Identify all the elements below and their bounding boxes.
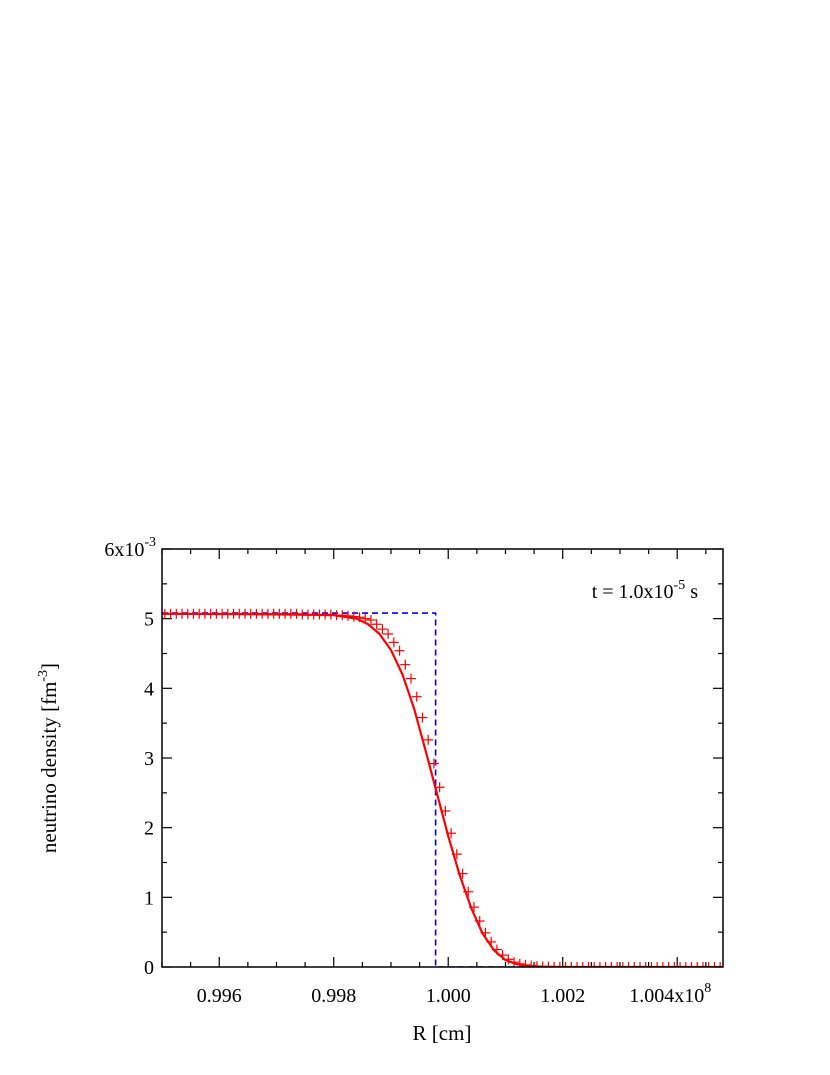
x-tick-labels: 0.996 0.998 1.000 1.002 1.004x108 <box>197 981 711 1007</box>
data-point-marker <box>497 950 508 961</box>
data-point-marker <box>566 962 577 967</box>
data-point-marker <box>365 615 376 626</box>
marker-series <box>162 608 723 967</box>
data-point-marker <box>634 962 645 967</box>
data-point-marker <box>371 619 382 630</box>
data-point-marker <box>406 673 417 684</box>
data-point-marker <box>434 782 445 793</box>
data-point-marker <box>600 962 611 967</box>
x-tick-label: 1.004x108 <box>629 981 711 1007</box>
data-point-marker <box>646 962 657 967</box>
data-point-marker <box>709 962 720 967</box>
data-point-marker <box>629 962 640 967</box>
data-point-marker <box>457 868 468 879</box>
y-tick-label: 5 <box>144 609 154 631</box>
data-point-marker <box>577 962 588 967</box>
data-series <box>162 608 723 967</box>
time-annotation-suffix: s <box>685 581 698 603</box>
tick-marks <box>161 548 723 968</box>
data-point-marker <box>463 886 474 897</box>
data-point-marker <box>503 954 514 965</box>
data-point-marker <box>572 962 583 967</box>
data-point-marker <box>612 962 623 967</box>
time-annotation-prefix: t = 1.0x10 <box>592 581 674 603</box>
y-tick-label: 4 <box>144 678 154 700</box>
data-point-marker <box>428 758 439 769</box>
initial-step-line <box>162 612 723 967</box>
x-tick-label: 0.998 <box>311 985 356 1007</box>
x-tick-label: 1.000 <box>426 985 471 1007</box>
data-point-marker <box>377 624 388 635</box>
data-point-marker <box>520 959 531 967</box>
data-point-marker <box>474 916 485 927</box>
data-point-marker <box>446 828 457 839</box>
evolved-density-line <box>162 612 723 967</box>
data-point-marker <box>440 805 451 816</box>
data-point-marker <box>411 691 422 702</box>
data-point-marker <box>606 962 617 967</box>
data-point-marker <box>703 962 714 967</box>
data-point-marker <box>589 962 600 967</box>
data-point-marker <box>514 958 525 967</box>
y-tick-label: 1 <box>144 887 154 909</box>
data-point-marker <box>675 962 686 967</box>
data-point-marker <box>400 659 411 670</box>
y-tick-label: 2 <box>144 818 154 840</box>
data-point-marker <box>348 611 359 622</box>
x-axis-title: R [cm] <box>413 1021 472 1045</box>
data-point-marker <box>291 608 302 619</box>
data-point-marker <box>383 628 394 639</box>
data-point-marker <box>594 962 605 967</box>
data-point-marker <box>669 962 680 967</box>
y-tick-label: 6x10-3 <box>104 535 156 561</box>
data-point-marker <box>686 962 697 967</box>
data-point-marker <box>480 927 491 938</box>
data-point-marker <box>468 902 479 913</box>
y-axis-title-main: neutrino density [fm <box>37 682 61 853</box>
data-point-marker <box>486 936 497 947</box>
plot-frame <box>161 548 724 968</box>
data-point-marker <box>697 962 708 967</box>
x-tick-label: 0.996 <box>197 985 242 1007</box>
series-group <box>162 608 723 967</box>
data-point-marker <box>715 962 723 967</box>
data-point-marker <box>623 962 634 967</box>
data-point-marker <box>337 610 348 621</box>
data-point-marker <box>343 610 354 621</box>
data-point-marker <box>360 613 371 624</box>
data-point-marker <box>692 962 703 967</box>
data-point-marker <box>417 712 428 723</box>
data-point-marker <box>652 962 663 967</box>
data-point-marker <box>394 645 405 656</box>
data-point-marker <box>354 612 365 623</box>
time-annotation-exponent: -5 <box>674 578 686 593</box>
time-annotation: t = 1.0x10-5 s <box>592 578 699 603</box>
data-point-marker <box>640 962 651 967</box>
y-axis-title: neutrino density [fm-3] <box>36 663 61 853</box>
data-point-marker <box>663 962 674 967</box>
data-point-marker <box>617 962 628 967</box>
y-axis-title-exponent: -3 <box>36 670 51 682</box>
data-point-marker <box>657 962 668 967</box>
data-point-marker <box>680 962 691 967</box>
x-tick-label: 1.002 <box>540 985 585 1007</box>
y-tick-label: 0 <box>144 957 154 979</box>
data-point-marker <box>423 734 434 745</box>
data-point-marker <box>388 637 399 648</box>
data-point-marker <box>583 962 594 967</box>
data-point-marker <box>491 944 502 955</box>
data-point-marker <box>451 849 462 860</box>
data-point-marker <box>560 962 571 967</box>
y-tick-label: 3 <box>144 748 154 770</box>
y-axis-title-close: ] <box>37 663 61 670</box>
data-point-marker <box>509 957 520 967</box>
y-tick-labels: 0 1 2 3 4 5 6x10-3 <box>104 535 156 979</box>
data-point-marker <box>325 609 336 620</box>
